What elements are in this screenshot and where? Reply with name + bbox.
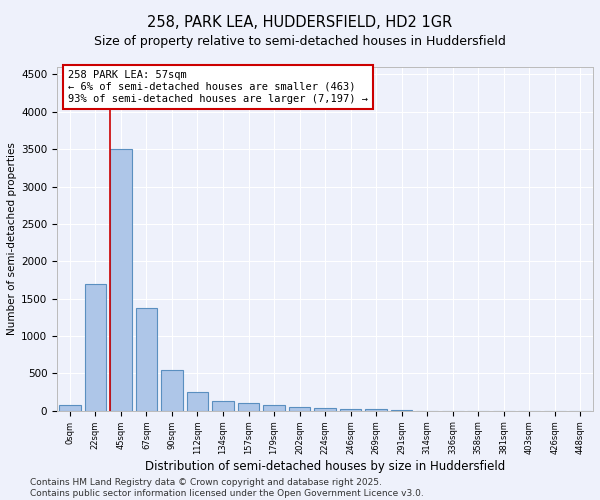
Bar bbox=[161, 370, 183, 411]
Text: Contains HM Land Registry data © Crown copyright and database right 2025.
Contai: Contains HM Land Registry data © Crown c… bbox=[30, 478, 424, 498]
Bar bbox=[187, 392, 208, 411]
Bar bbox=[263, 405, 285, 411]
Bar bbox=[212, 400, 234, 411]
Bar bbox=[59, 405, 80, 411]
Bar bbox=[238, 402, 259, 411]
Bar bbox=[289, 407, 310, 411]
Bar bbox=[110, 149, 132, 411]
Text: Size of property relative to semi-detached houses in Huddersfield: Size of property relative to semi-detach… bbox=[94, 35, 506, 48]
Bar bbox=[340, 408, 361, 411]
Text: 258, PARK LEA, HUDDERSFIELD, HD2 1GR: 258, PARK LEA, HUDDERSFIELD, HD2 1GR bbox=[148, 15, 452, 30]
Text: 258 PARK LEA: 57sqm
← 6% of semi-detached houses are smaller (463)
93% of semi-d: 258 PARK LEA: 57sqm ← 6% of semi-detache… bbox=[68, 70, 368, 104]
Bar bbox=[136, 308, 157, 411]
Bar bbox=[314, 408, 336, 411]
Bar bbox=[365, 409, 387, 411]
Y-axis label: Number of semi-detached properties: Number of semi-detached properties bbox=[7, 142, 17, 336]
X-axis label: Distribution of semi-detached houses by size in Huddersfield: Distribution of semi-detached houses by … bbox=[145, 460, 505, 473]
Bar bbox=[391, 410, 412, 411]
Bar bbox=[85, 284, 106, 411]
